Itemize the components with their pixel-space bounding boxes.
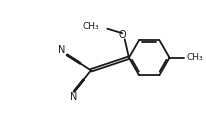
Text: CH₃: CH₃ bbox=[82, 22, 99, 31]
Text: O: O bbox=[118, 30, 125, 40]
Text: CH₃: CH₃ bbox=[185, 53, 202, 62]
Text: N: N bbox=[70, 92, 77, 102]
Text: N: N bbox=[58, 45, 65, 55]
